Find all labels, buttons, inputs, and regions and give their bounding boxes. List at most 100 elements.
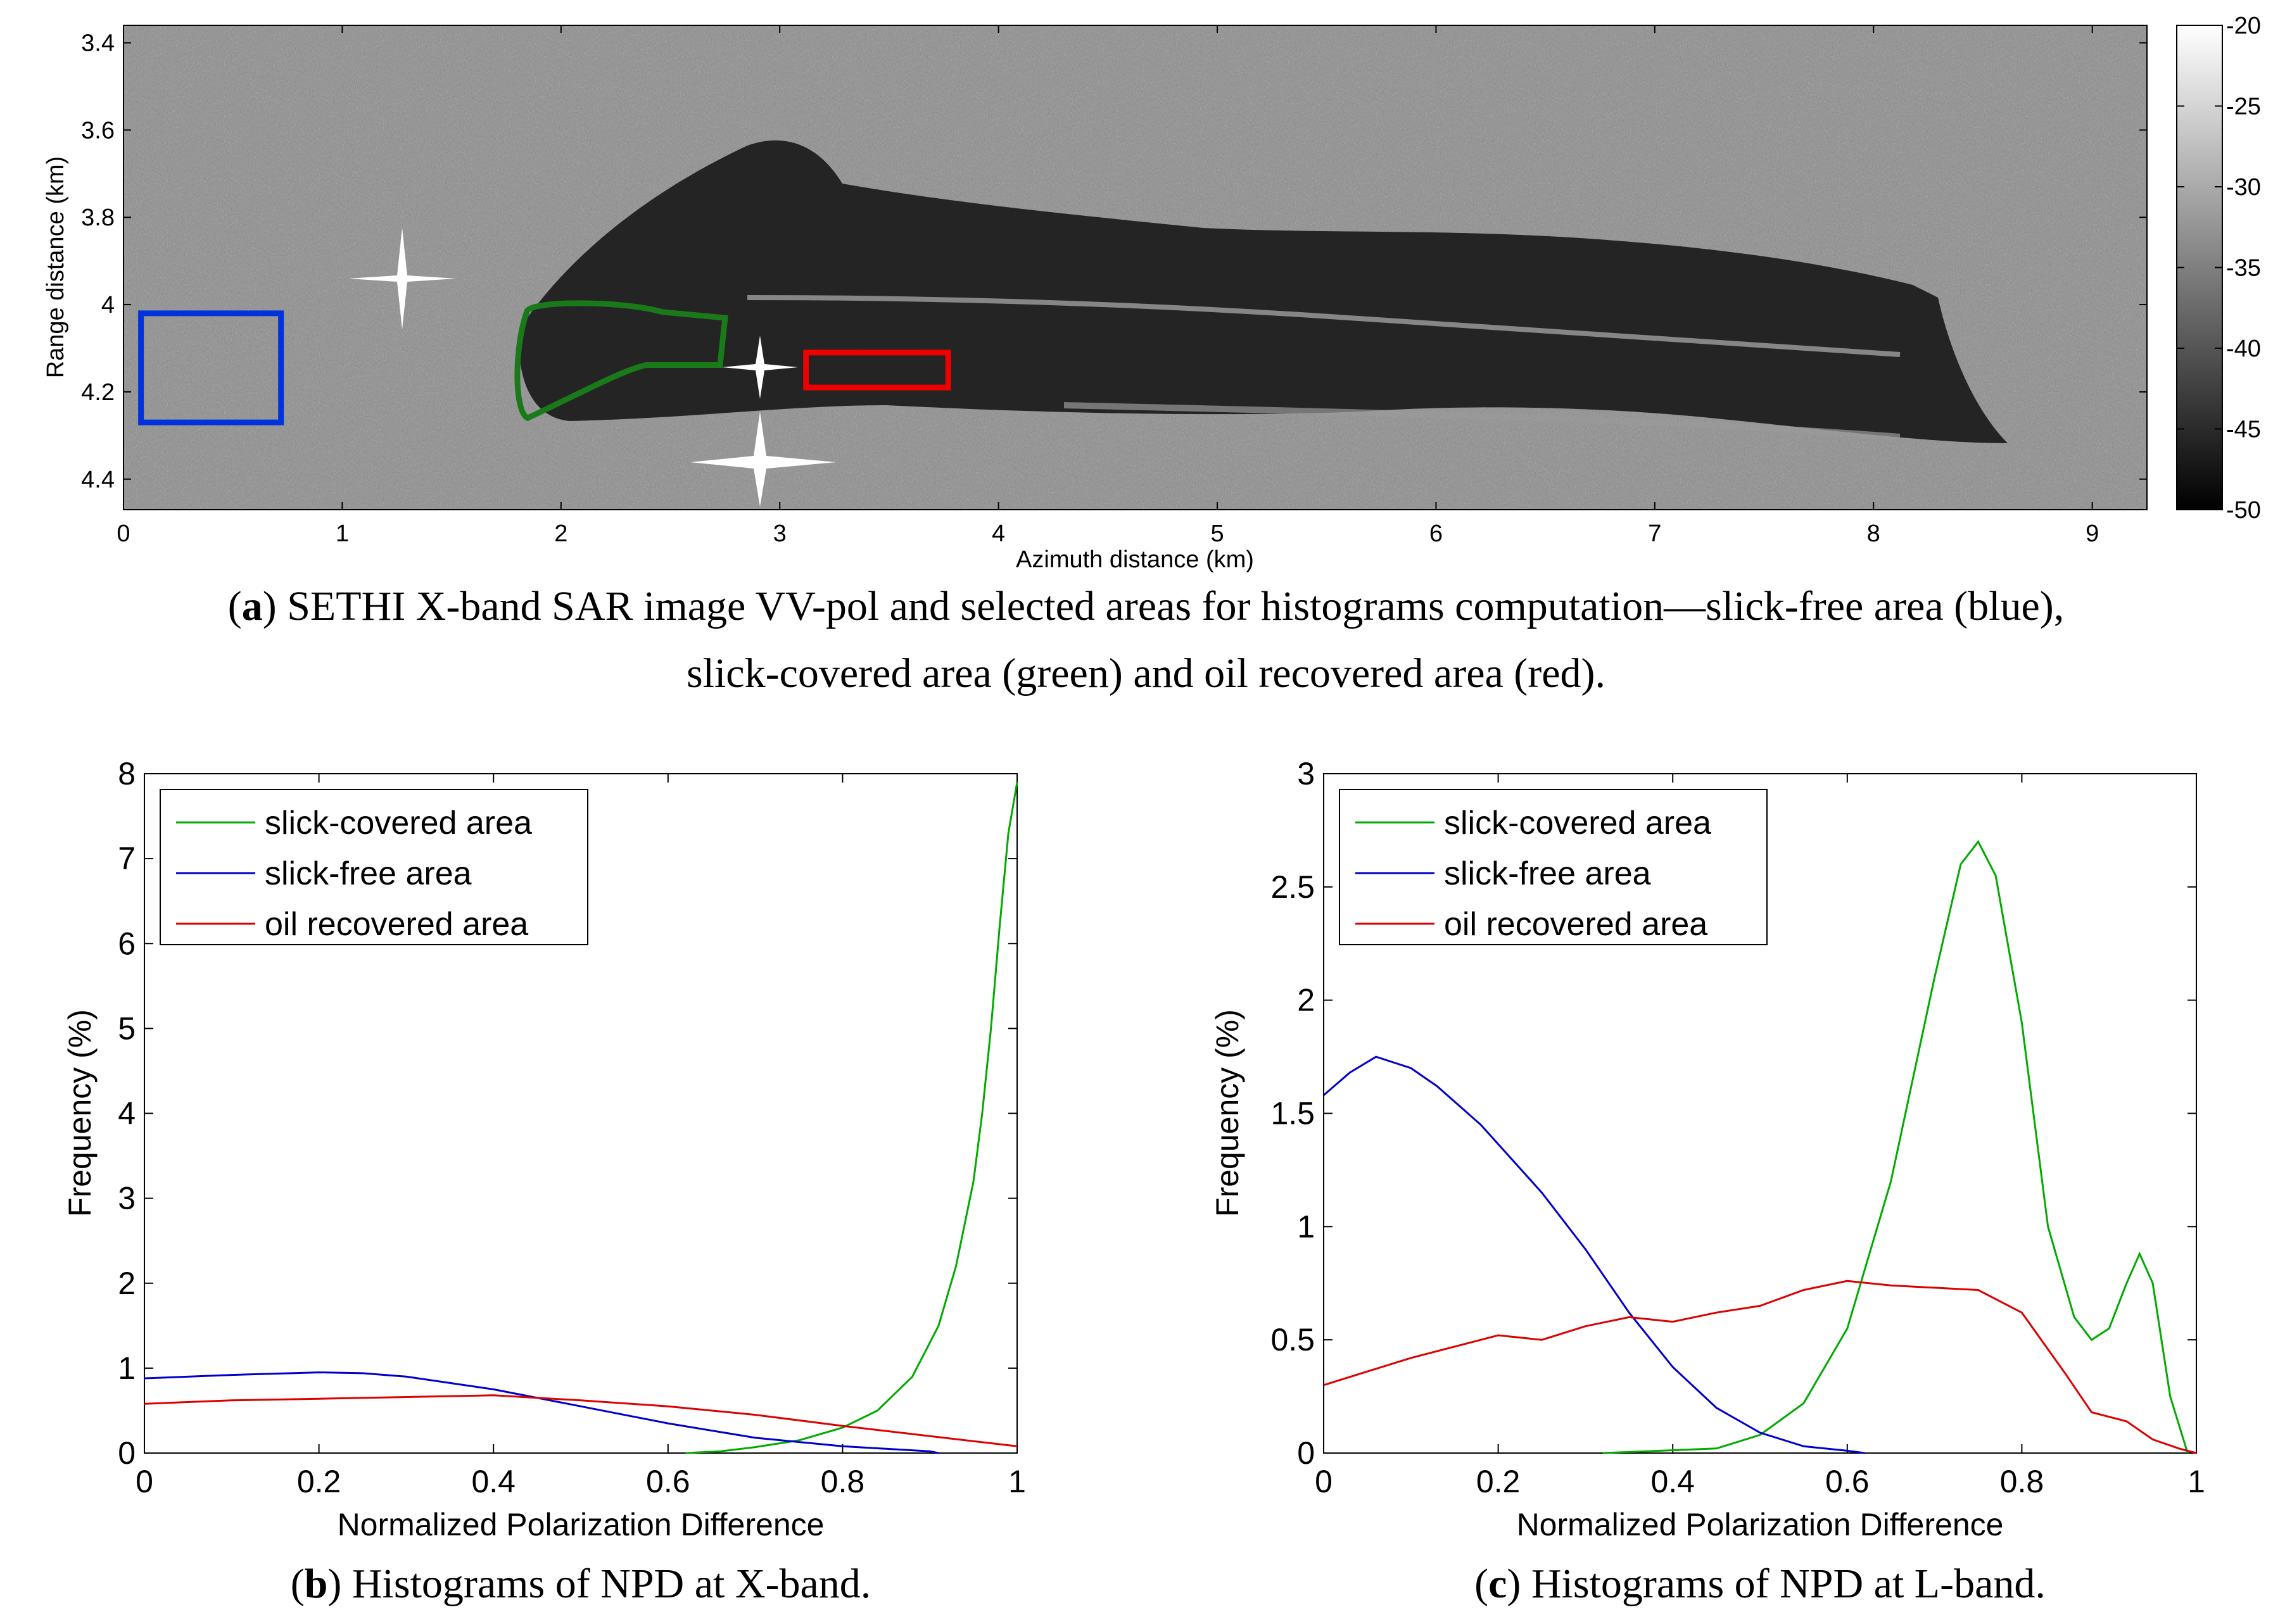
l-band-y-tick-label: 1.5 (1270, 1096, 1315, 1131)
x-band-x-tick-label: 1 (1008, 1464, 1026, 1499)
l-band-x-axis-label: Normalized Polarization Difference (1517, 1507, 2004, 1542)
colorbar-tick-label: -30 (2226, 174, 2261, 201)
x-band-series-green (685, 782, 1018, 1454)
x-band-histogram-panel: 0 0.2 0.4 0.6 0.8 1 0 1 2 3 4 5 6 7 8 slick-covered ar… (62, 756, 1026, 1542)
x-band-legend-label: oil recovered area (265, 906, 528, 943)
l-band-legend-label: oil recovered area (1444, 906, 1707, 943)
x-band-legend-box (160, 789, 588, 945)
colorbar-tick-label: -45 (2226, 417, 2261, 443)
x-band-x-tick-label: 0.6 (646, 1464, 690, 1499)
caption-c-label: c (1488, 1561, 1507, 1607)
l-band-x-tick-label: 0.2 (1476, 1464, 1521, 1499)
l-band-y-axis-label: Frequency (%) (1210, 1009, 1245, 1217)
sar-y-tick-label: 3.4 (81, 30, 115, 57)
region-slick-covered (514, 300, 728, 422)
l-band-axes: 0 0.2 0.4 0.6 0.8 1 0 0.5 1 1.5 2 2.5 3 (1270, 756, 2205, 1499)
sar-x-tick-label: 4 (992, 520, 1005, 547)
sar-x-tick-label: 6 (1429, 520, 1443, 547)
sar-y-tick-label: 4.2 (81, 379, 115, 406)
x-band-y-tick-label: 4 (118, 1096, 136, 1131)
l-band-series-blue (1323, 1055, 1865, 1454)
l-band-y-tick-label: 2 (1297, 983, 1315, 1018)
l-band-x-tick-label: 1 (2188, 1464, 2205, 1499)
region-oil-recovered (803, 349, 951, 391)
l-band-y-tick-label: 0.5 (1270, 1322, 1315, 1357)
caption-a: (a) SETHI X-band SAR image VV-pol and se… (227, 583, 2065, 629)
l-band-x-tick-label: 0.4 (1650, 1464, 1695, 1499)
colorbar-tick-label: -50 (2226, 497, 2261, 524)
l-band-x-tick-label: 0.6 (1825, 1464, 1870, 1499)
x-band-legend: slick-covered area slick-free area oil rec… (160, 789, 588, 945)
sar-y-tick-label: 4 (101, 292, 115, 318)
x-band-y-tick-label: 6 (118, 926, 136, 961)
x-band-y-tick-label: 2 (118, 1266, 136, 1301)
selected-regions (138, 300, 951, 425)
colorbar-tick-label: -40 (2226, 336, 2261, 362)
caption-a-line2: slick-covered area (green) and oil recov… (686, 650, 1606, 696)
region-slick-free (138, 310, 284, 425)
sar-x-tick-label: 1 (336, 520, 349, 547)
l-band-y-tick-label: 3 (1297, 756, 1315, 791)
l-band-series-red (1323, 1280, 2197, 1454)
slick-edge (1063, 402, 1901, 440)
x-band-y-tick-label: 0 (118, 1435, 136, 1471)
sar-x-tick-label: 2 (554, 520, 567, 547)
x-band-y-tick-label: 5 (118, 1010, 136, 1046)
sar-x-tick-label: 9 (2086, 520, 2099, 547)
x-band-series (144, 782, 1018, 1454)
caption-a-text: ) SETHI X-band SAR image VV-pol and sele… (262, 583, 2065, 629)
l-band-y-tick-label: 1 (1297, 1209, 1315, 1244)
caption-c-text: ) Histograms of NPD at L-band. (1507, 1561, 2046, 1607)
caption-a-label: a (241, 583, 263, 629)
sar-x-axis-label: Azimuth distance (km) (1016, 546, 1254, 573)
caption-b-label: b (304, 1561, 328, 1607)
x-band-y-tick-label: 1 (118, 1350, 136, 1386)
x-band-y-tick-label: 8 (118, 756, 136, 791)
l-band-series (1323, 840, 2197, 1454)
sar-x-tick-label: 3 (773, 520, 787, 547)
sar-y-tick-label: 3.6 (81, 117, 115, 144)
x-band-x-tick-label: 0.2 (297, 1464, 341, 1499)
colorbar-tick-label: -35 (2226, 255, 2261, 282)
x-band-x-axis-label: Normalized Polarization Difference (338, 1507, 825, 1542)
slick-streak (747, 295, 1901, 357)
bright-targets (348, 228, 836, 507)
x-band-x-tick-label: 0.8 (821, 1464, 865, 1499)
x-band-legend-label: slick-free area (265, 855, 472, 892)
colorbar-tick-label: -25 (2226, 94, 2261, 120)
bright-target-1 (348, 228, 456, 329)
caption-c: (c) Histograms of NPD at L-band. (1474, 1561, 2046, 1607)
l-band-legend-box (1339, 789, 1768, 945)
sar-axes: 0 1 2 3 4 5 6 7 8 9 3.4 3.6 3.8 4 4.2 4.4 (81, 25, 2147, 547)
oil-slick (519, 140, 2008, 443)
x-band-legend-label: slick-covered area (265, 805, 532, 841)
sar-x-tick-label: 5 (1210, 520, 1224, 547)
bright-target-3 (690, 412, 836, 507)
x-band-axes: 0 0.2 0.4 0.6 0.8 1 0 1 2 3 4 5 6 7 8 (118, 756, 1026, 1499)
sar-y-axis-label: Range distance (km) (42, 156, 69, 379)
x-band-x-tick-label: 0.4 (471, 1464, 516, 1499)
l-band-y-tick-label: 0 (1297, 1435, 1315, 1471)
x-band-y-tick-label: 3 (118, 1181, 136, 1216)
x-band-y-tick-label: 7 (118, 841, 136, 876)
x-band-series-red (144, 1394, 1018, 1447)
l-band-legend-label: slick-free area (1444, 855, 1651, 892)
l-band-y-tick-label: 2.5 (1270, 869, 1315, 905)
sar-y-tick-label: 4.4 (81, 467, 115, 493)
l-band-histogram-panel: 0 0.2 0.4 0.6 0.8 1 0 0.5 1 1.5 2 2.5 3 slick-covere… (1210, 756, 2205, 1542)
l-band-x-tick-label: 0.8 (2000, 1464, 2044, 1499)
l-band-legend-label: slick-covered area (1444, 805, 1711, 841)
sar-image-panel: 0 1 2 3 4 5 6 7 8 9 3.4 3.6 3.8 4 4.2 4.4 Azimuth dista… (42, 13, 2261, 573)
colorbar-tick-label: -20 (2226, 13, 2261, 39)
bright-target-2 (722, 336, 798, 399)
l-band-series-green (1602, 840, 2189, 1454)
sar-frame (123, 25, 2148, 510)
sar-x-tick-label: 7 (1648, 520, 1661, 547)
x-band-x-tick-label: 0 (136, 1464, 153, 1499)
sar-x-tick-label: 0 (117, 520, 130, 547)
l-band-x-tick-label: 0 (1315, 1464, 1333, 1499)
caption-b: (b) Histograms of NPD at X-band. (290, 1561, 871, 1607)
sar-y-tick-label: 3.8 (81, 205, 115, 231)
